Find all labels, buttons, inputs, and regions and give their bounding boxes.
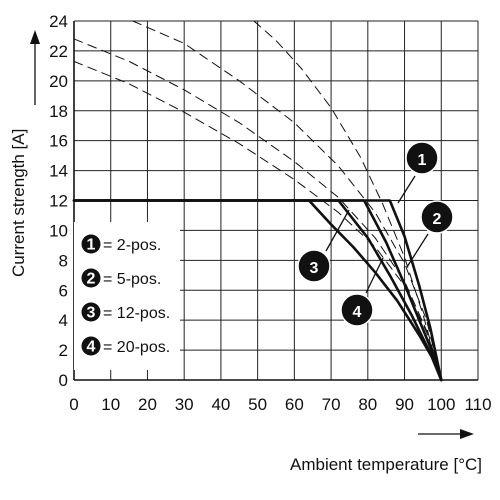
- callout-badge-number-3: 3: [310, 260, 319, 277]
- legend-badge-number: 2: [87, 271, 96, 288]
- series-line-4: [72, 199, 443, 382]
- callout-leader-3: [325, 209, 350, 252]
- x-axis-title: Ambient temperature [°C]: [290, 455, 482, 474]
- y-tick-label: 8: [59, 251, 68, 270]
- y-tick-label: 10: [49, 221, 68, 240]
- callout-badge-number-4: 4: [353, 304, 362, 321]
- legend-label: = 20-pos.: [103, 339, 170, 356]
- callout-leader-4: [365, 257, 384, 294]
- legend-label: = 2-pos.: [103, 237, 161, 254]
- dashed-series-line-4: [73, 60, 442, 381]
- x-tick-label: 30: [175, 395, 194, 414]
- y-axis-arrow: [30, 30, 40, 105]
- callout-badge-number-1: 1: [418, 152, 427, 169]
- x-tick-label: 40: [211, 395, 230, 414]
- x-tick-label: 0: [69, 395, 78, 414]
- callout-badge-4: [340, 293, 374, 327]
- callout-leader-2: [406, 233, 429, 268]
- y-tick-label: 18: [49, 102, 68, 121]
- tick-labels: 0 10 20 30 40 50 60 70 80 90 100 110024681012141618…: [49, 12, 491, 414]
- y-tick-label: 20: [49, 72, 68, 91]
- y-tick-label: 14: [49, 162, 68, 181]
- y-tick-label: 12: [49, 192, 68, 211]
- x-axis-arrow: [418, 429, 474, 439]
- y-tick-label: 0: [59, 371, 68, 390]
- y-tick-label: 22: [49, 42, 68, 61]
- x-tick-label: 90: [395, 395, 414, 414]
- series-layer: [72, 20, 443, 382]
- legend-label: = 5-pos.: [103, 271, 161, 288]
- x-tick-label: 70: [322, 395, 341, 414]
- legend-badge: [81, 268, 101, 288]
- x-tick-label: 50: [248, 395, 267, 414]
- callout-badge-number-2: 2: [433, 211, 442, 228]
- y-tick-label: 2: [59, 341, 68, 360]
- y-tick-label: 24: [49, 12, 68, 31]
- dashed-series-line-2: [132, 20, 442, 381]
- x-tick-label: 80: [358, 395, 377, 414]
- x-tick-label: 10: [101, 395, 120, 414]
- callout-leader-1: [397, 175, 416, 204]
- legend-badge: [81, 336, 101, 356]
- dashed-series-line-3: [73, 38, 442, 381]
- legend: 1 = 2-pos. 2 = 5-pos. 3 = 12-pos. 4 = 20-pos.: [74, 222, 180, 370]
- x-tick-label: 110: [464, 395, 491, 414]
- legend-badge-number: 3: [87, 305, 96, 322]
- legend-label: = 12-pos.: [103, 305, 170, 322]
- y-tick-label: 16: [49, 132, 68, 151]
- x-tick-label: 60: [285, 395, 304, 414]
- legend-badge-number: 1: [87, 237, 96, 254]
- x-tick-label: 20: [138, 395, 157, 414]
- x-tick-label: 100: [427, 395, 455, 414]
- callout-badge-2: [420, 200, 454, 234]
- legend-badge: [81, 234, 101, 254]
- y-tick-label: 6: [59, 281, 68, 300]
- callout-badge-3: [297, 249, 331, 283]
- legend-badge: [81, 302, 101, 322]
- y-axis-title: Current strength [A]: [9, 129, 28, 277]
- y-tick-label: 4: [59, 311, 68, 330]
- callouts: 1 2 3 4: [297, 141, 454, 327]
- callout-badge-1: [405, 141, 439, 175]
- legend-badge-number: 4: [87, 339, 96, 356]
